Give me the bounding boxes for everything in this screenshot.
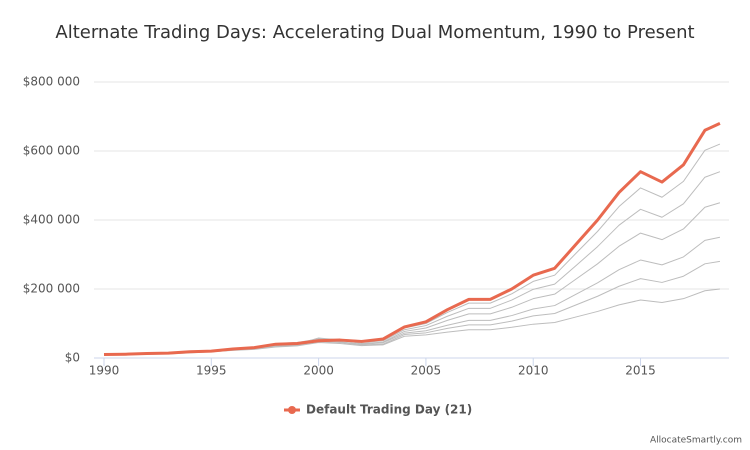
- y-tick-label: $600 000: [23, 144, 80, 158]
- y-tick-label: $800 000: [23, 75, 80, 89]
- y-tick-label: $200 000: [23, 282, 80, 296]
- y-tick-label: $0: [65, 351, 80, 365]
- x-tick-label: 2010: [518, 364, 549, 378]
- legend-marker: [288, 406, 296, 414]
- x-tick-label: 2015: [625, 364, 656, 378]
- y-tick-label: $400 000: [23, 213, 80, 227]
- chart-title: Alternate Trading Days: Accelerating Dua…: [55, 22, 694, 43]
- x-tick-label: 2005: [411, 364, 442, 378]
- credit: AllocateSmartly.com: [650, 436, 742, 446]
- x-tick-label: 1995: [196, 364, 227, 378]
- x-tick-label: 1990: [89, 364, 120, 378]
- highlight-line: [103, 122, 721, 357]
- x-tick-label: 2000: [303, 364, 334, 378]
- legend-label[interactable]: Default Trading Day (21): [306, 403, 472, 417]
